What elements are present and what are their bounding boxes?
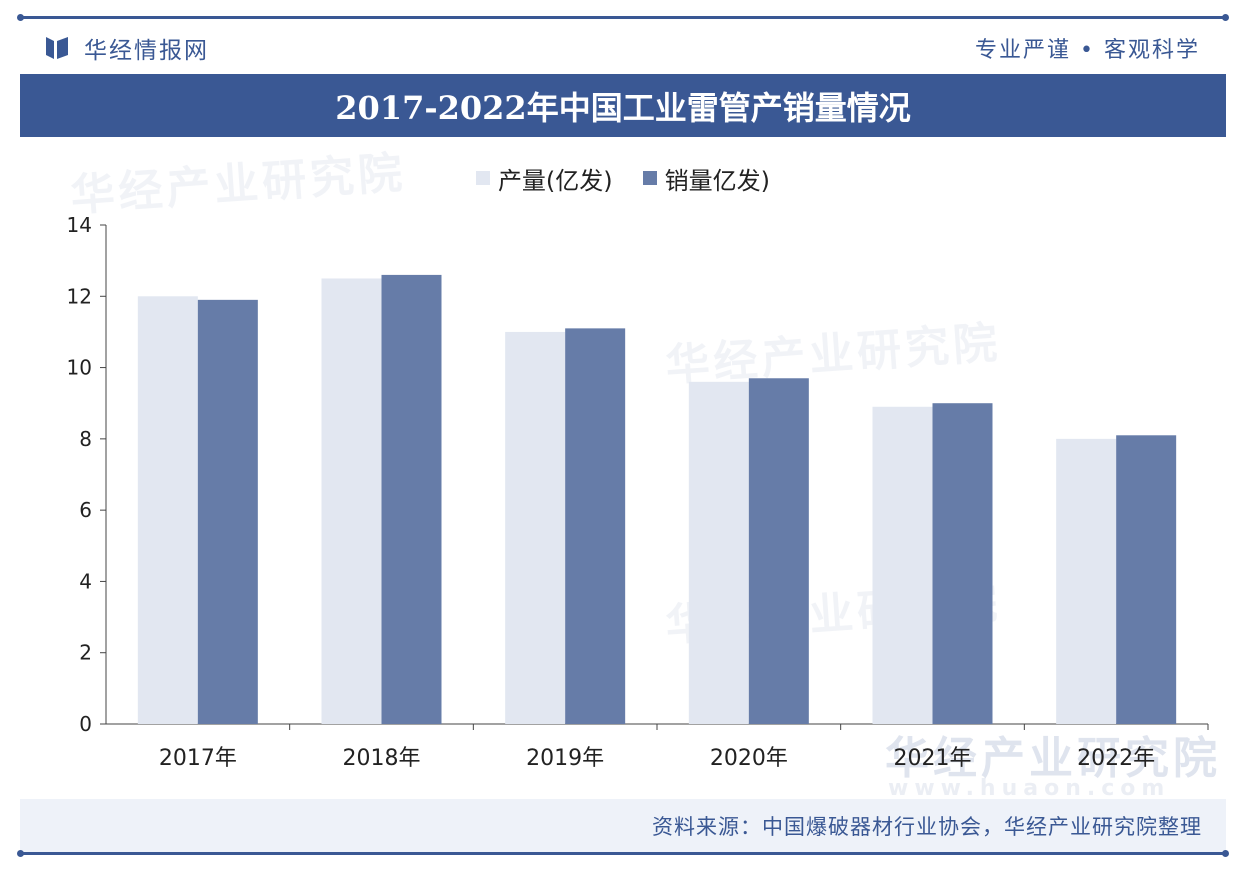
- footer-band: [20, 799, 1226, 853]
- top-divider: [17, 14, 1229, 21]
- y-tick-label: 12: [67, 284, 92, 308]
- bar-production: [872, 406, 933, 724]
- x-tick-label: 2019年: [526, 746, 604, 771]
- legend-item-sales: 销量亿发): [642, 161, 771, 196]
- y-tick-label: 0: [79, 712, 92, 736]
- bar-sales: [748, 378, 809, 724]
- bar-sales: [1116, 435, 1177, 724]
- bottom-divider: [17, 850, 1229, 857]
- bar-sales: [381, 274, 442, 724]
- slogan: 专业严谨 • 客观科学: [975, 38, 1200, 63]
- legend-swatch-sales: [642, 171, 657, 185]
- y-tick-label: 8: [79, 427, 92, 451]
- y-tick-label: 6: [79, 498, 92, 522]
- x-tick-label: 2022年: [1077, 746, 1155, 771]
- x-tick-label: 2020年: [710, 746, 788, 771]
- source-note: 资料来源：中国爆破器材行业协会，华经产业研究院整理: [652, 815, 1202, 839]
- bar-production: [505, 331, 566, 724]
- bar-production: [321, 278, 382, 724]
- bar-sales: [197, 299, 258, 724]
- bar-sales: [565, 328, 626, 724]
- chart-title: 2017-2022年中国工业雷管产销量情况: [20, 74, 1226, 137]
- y-tick-label: 14: [67, 213, 92, 237]
- y-tick-label: 4: [79, 569, 92, 593]
- legend-item-production: 产量(亿发): [475, 161, 613, 196]
- brand-logo-icon: [44, 35, 70, 61]
- bar-sales: [932, 403, 993, 724]
- y-tick-label: 2: [79, 641, 92, 665]
- legend-swatch-production: [475, 171, 490, 185]
- bar-production: [137, 296, 198, 724]
- x-tick-label: 2017年: [159, 746, 237, 771]
- brand: 华经情报网: [44, 30, 209, 66]
- legend: 产量(亿发) 销量亿发): [0, 160, 1246, 196]
- brand-name: 华经情报网: [84, 38, 209, 64]
- x-tick-label: 2018年: [343, 746, 421, 771]
- bar-production: [688, 381, 749, 724]
- bar-production: [1056, 438, 1117, 724]
- legend-label-production: 产量(亿发): [497, 166, 613, 195]
- legend-label-sales: 销量亿发): [664, 166, 771, 195]
- x-tick-label: 2021年: [894, 746, 972, 771]
- y-tick-label: 10: [67, 356, 92, 380]
